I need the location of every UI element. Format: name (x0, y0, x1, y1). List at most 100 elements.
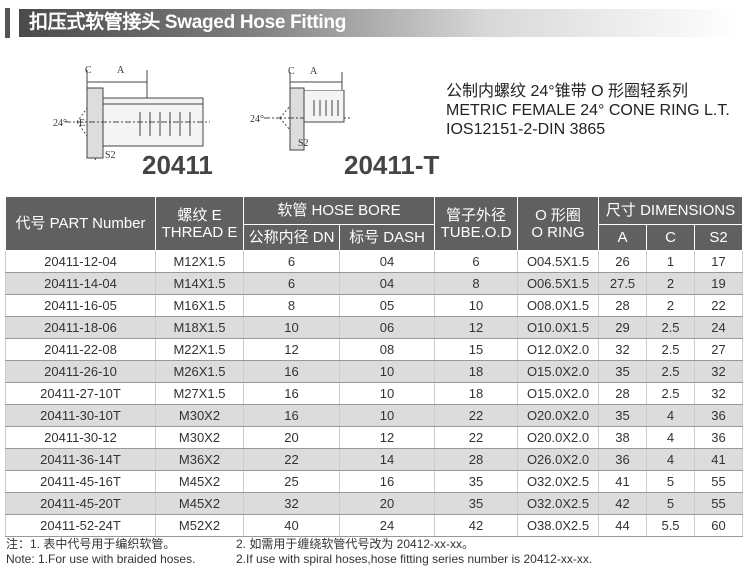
cell-o-ring: O06.5X1.5 (517, 272, 600, 295)
header-thread-en: THREAD E (161, 223, 238, 241)
cell-dim-c: 4 (646, 404, 696, 427)
cell-dim-a: 28 (598, 382, 648, 405)
header-dn: 公称内径 DN (243, 224, 340, 251)
header-part-number: 代号 PART Number (5, 196, 156, 251)
cell-dim-c: 2.5 (646, 382, 696, 405)
cell-part-number: 20411-16-05 (5, 294, 156, 317)
cell-part-number: 20411-12-04 (5, 250, 156, 273)
cell-dash: 04 (338, 250, 436, 273)
cell-tube-od: 42 (434, 514, 519, 537)
cell-o-ring: O10.0X1.5 (517, 316, 600, 339)
table-body: 20411-12-04 M12X1.5 6 04 6 O04.5X1.5 26 1 17 2041… (5, 250, 744, 537)
cell-dim-a: 29 (598, 316, 648, 339)
cell-dn: 16 (243, 404, 340, 427)
note-en-1: Note: 1.For use with braided hoses. (6, 552, 196, 566)
note-cn-2: 2. 如需用于缠绕软管代号改为 20412-xx-xx。 (236, 537, 475, 551)
table-row: 20411-18-06 M18X1.5 10 06 12 O10.0X1.5 29 2.5 24 (5, 316, 744, 339)
header-thread-cn: 螺纹 E (177, 206, 222, 224)
cell-part-number: 20411-27-10T (5, 382, 156, 405)
cell-dim-a: 32 (598, 338, 648, 361)
cell-dim-s2: 36 (694, 426, 744, 449)
description-cn: 公制内螺纹 24°锥带 O 形圈轻系列 (446, 83, 688, 100)
header-dimensions: 尺寸 DIMENSIONS (598, 196, 744, 225)
fitting-drawing-20411: C A 24° E S2 (53, 65, 210, 160)
header-tube-en: TUBE.O.D (440, 223, 512, 241)
header-thread: 螺纹 E THREAD E (155, 196, 244, 251)
table-row: 20411-45-16T M45X2 25 16 35 O32.0X2.5 41 5 55 (5, 470, 744, 493)
fitting-body-20411-t (304, 90, 345, 123)
cell-dim-a: 27.5 (598, 272, 648, 295)
cell-dim-a: 44 (598, 514, 648, 537)
cell-dim-s2: 17 (694, 250, 744, 273)
cell-dim-c: 4 (646, 448, 696, 471)
cell-thread: M18X1.5 (155, 316, 244, 339)
cell-dim-a: 35 (598, 360, 648, 383)
cell-dim-s2: 60 (694, 514, 744, 537)
cell-o-ring: O12.0X2.0 (517, 338, 600, 361)
header-a: A (598, 224, 648, 251)
cell-dim-a: 26 (598, 250, 648, 273)
cell-part-number: 20411-45-20T (5, 492, 156, 515)
cell-o-ring: O20.0X2.0 (517, 404, 600, 427)
cell-dim-a: 35 (598, 404, 648, 427)
cell-thread: M27X1.5 (155, 382, 244, 405)
table-row: 20411-26-10 M26X1.5 16 10 18 O15.0X2.0 35 2.5 32 (5, 360, 744, 383)
cell-part-number: 20411-45-16T (5, 470, 156, 493)
cell-tube-od: 10 (434, 294, 519, 317)
cell-dn: 25 (243, 470, 340, 493)
description-en: METRIC FEMALE 24° CONE RING L.T. (446, 102, 730, 119)
cell-o-ring: O15.0X2.0 (517, 382, 600, 405)
table-row: 20411-36-14T M36X2 22 14 28 O26.0X2.0 36 4 41 (5, 448, 744, 471)
cell-tube-od: 22 (434, 404, 519, 427)
cell-thread: M52X2 (155, 514, 244, 537)
cell-o-ring: O04.5X1.5 (517, 250, 600, 273)
cell-thread: M36X2 (155, 448, 244, 471)
cell-dim-s2: 19 (694, 272, 744, 295)
cell-tube-od: 22 (434, 426, 519, 449)
cell-dn: 22 (243, 448, 340, 471)
cell-thread: M45X2 (155, 492, 244, 515)
model-number-20411: 20411 (142, 150, 213, 180)
note-en-2: 2.If use with spiral hoses,hose fitting … (236, 552, 593, 566)
cell-thread: M22X1.5 (155, 338, 244, 361)
cell-part-number: 20411-26-10 (5, 360, 156, 383)
cell-o-ring: O32.0X2.5 (517, 470, 600, 493)
label-s2: S2 (105, 150, 116, 160)
cell-dash: 10 (338, 382, 436, 405)
cell-part-number: 20411-30-10T (5, 404, 156, 427)
cell-dim-s2: 22 (694, 294, 744, 317)
cell-dash: 04 (338, 272, 436, 295)
header-tube-cn: 管子外径 (446, 206, 507, 224)
header-oring-cn: O 形圈 (535, 206, 581, 224)
cell-part-number: 20411-22-08 (5, 338, 156, 361)
label-s2-2: S2 (298, 138, 309, 149)
table-row: 20411-27-10T M27X1.5 16 10 18 O15.0X2.0 28 2.5 3… (5, 382, 744, 405)
cell-dash: 24 (338, 514, 436, 537)
cell-dim-a: 41 (598, 470, 648, 493)
header-s2: S2 (694, 224, 744, 251)
cell-o-ring: O08.0X1.5 (517, 294, 600, 317)
note-cn-1: 注：1. 表中代号用于编织软管。 (6, 537, 176, 551)
label-c: C (85, 65, 92, 76)
cell-dim-a: 28 (598, 294, 648, 317)
cell-dim-c: 4 (646, 426, 696, 449)
cell-tube-od: 8 (434, 272, 519, 295)
table-row: 20411-45-20T M45X2 32 20 35 O32.0X2.5 42 5 55 (5, 492, 744, 515)
cell-dim-c: 2.5 (646, 316, 696, 339)
cell-thread: M14X1.5 (155, 272, 244, 295)
cell-dim-c: 5 (646, 492, 696, 515)
table-row: 20411-52-24T M52X2 40 24 42 O38.0X2.5 44 5.5 60 (5, 514, 744, 537)
cell-dn: 16 (243, 382, 340, 405)
cell-dn: 40 (243, 514, 340, 537)
cell-dn: 6 (243, 272, 340, 295)
cell-dim-s2: 32 (694, 382, 744, 405)
cell-dash: 10 (338, 404, 436, 427)
cell-tube-od: 18 (434, 382, 519, 405)
cell-dash: 05 (338, 294, 436, 317)
cell-tube-od: 35 (434, 492, 519, 515)
cell-dim-s2: 55 (694, 492, 744, 515)
cell-dim-s2: 41 (694, 448, 744, 471)
cell-dash: 10 (338, 360, 436, 383)
table-row: 20411-14-04 M14X1.5 6 04 8 O06.5X1.5 27.5 2 19 (5, 272, 744, 295)
section-banner: 扣压式软管接头 Swaged Hose Fitting (5, 8, 740, 38)
